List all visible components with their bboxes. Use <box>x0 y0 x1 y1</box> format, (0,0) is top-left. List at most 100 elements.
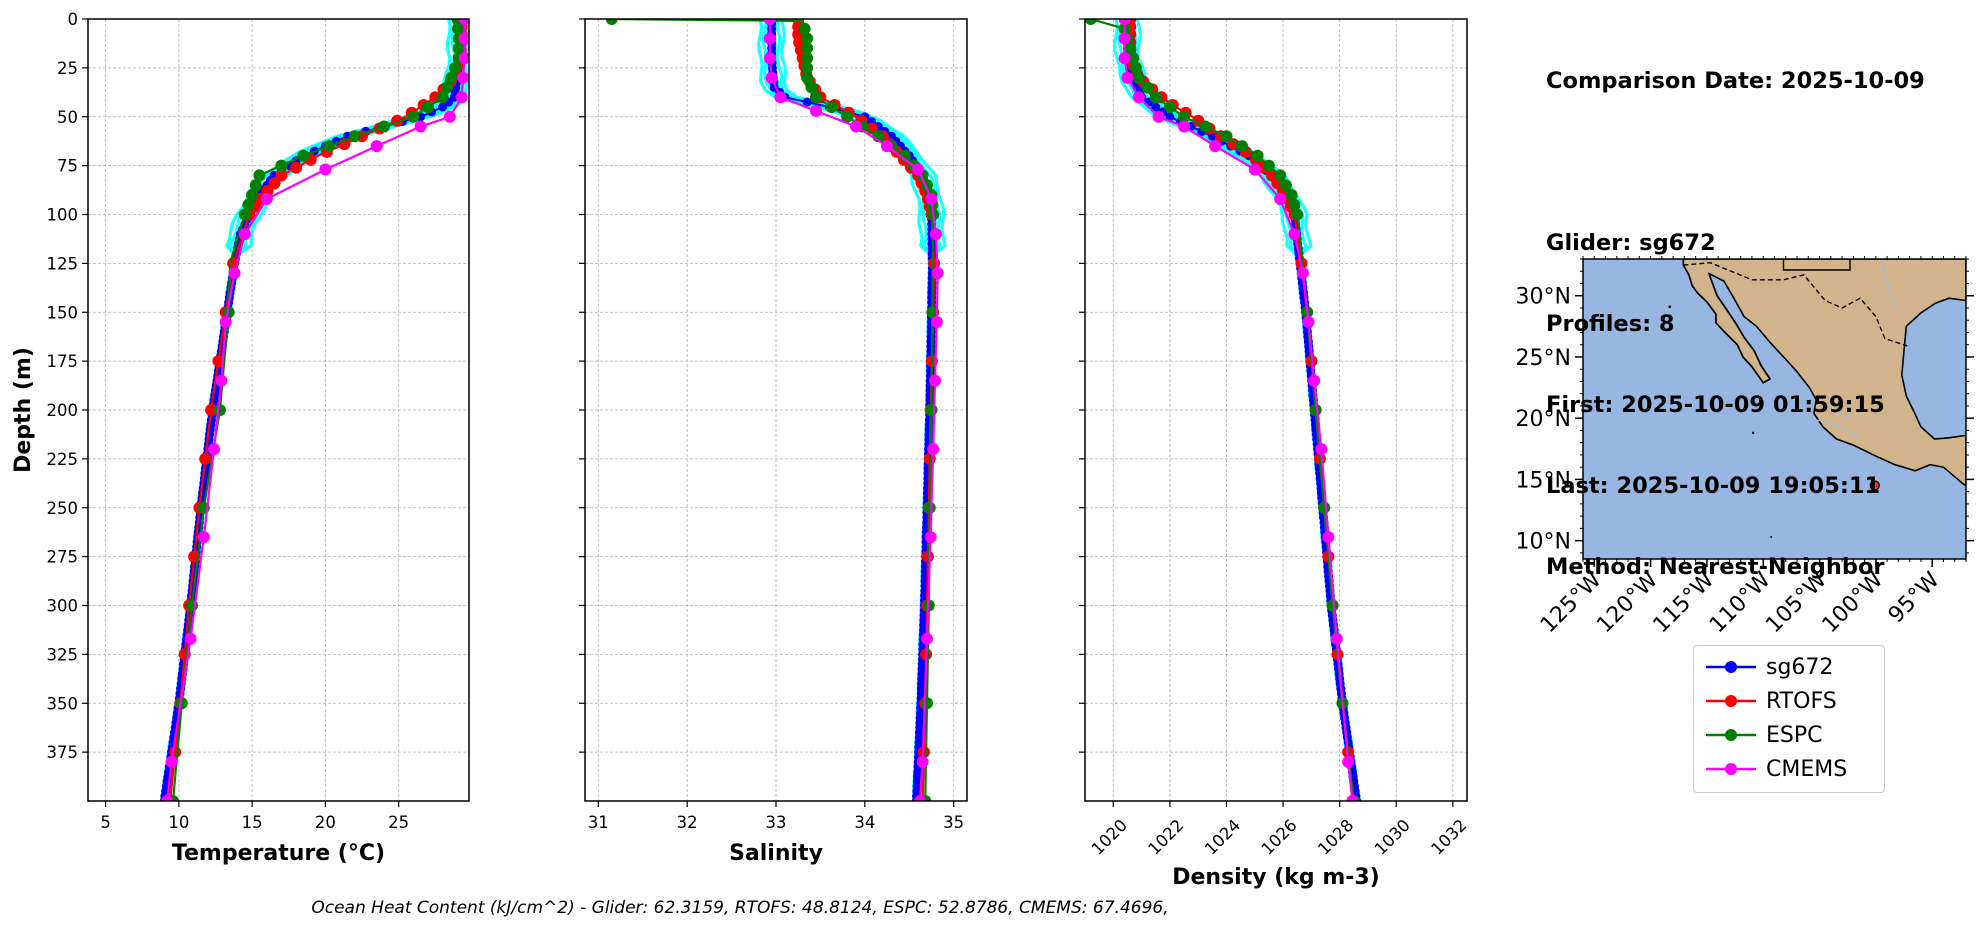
series-point-cmems <box>925 192 938 205</box>
series-point-espc <box>175 697 188 710</box>
series-point-espc <box>801 42 814 55</box>
series-point-rtofs <box>212 355 225 368</box>
method: Method: Nearest-Neighbor <box>1546 554 1885 580</box>
legend-item-sg672: sg672 <box>1694 650 1884 684</box>
x-tick-label: 20 <box>315 813 336 832</box>
series-cmems <box>1118 19 1359 801</box>
series-point-cmems <box>763 19 776 25</box>
series-cmems <box>763 19 944 801</box>
series-point-espc <box>1251 149 1264 162</box>
series-point-cmems <box>1274 192 1287 205</box>
series-point-cmems <box>1118 52 1131 65</box>
series-point-espc <box>801 61 814 74</box>
series-point-cmems <box>765 71 778 84</box>
legend-item-rtofs: RTOFS <box>1694 684 1884 718</box>
x-tick-label: 25 <box>388 813 409 832</box>
profile-panel-2: 31 32 33 34 35 Salinity <box>579 18 968 866</box>
series-point-espc <box>436 91 449 104</box>
series-point-cmems <box>913 795 926 801</box>
series-point-espc <box>1291 208 1304 221</box>
series-point-espc <box>1236 140 1248 153</box>
y-tick-label: 275 <box>47 548 79 567</box>
legend-label-cmems: CMEMS <box>1766 757 1848 782</box>
legend-swatch-espc <box>1706 729 1756 741</box>
series-point-cmems <box>215 374 228 387</box>
series-point-espc <box>1288 198 1301 211</box>
legend-label-rtofs: RTOFS <box>1766 689 1837 714</box>
series-point-cmems <box>1346 795 1359 801</box>
series-point-cmems <box>912 163 925 176</box>
series-point-espc <box>1326 599 1339 612</box>
y-tick-label: 0 <box>68 10 79 29</box>
legend-item-espc: ESPC <box>1694 718 1884 752</box>
series-point-espc <box>242 198 255 211</box>
series-point-cmems <box>810 104 822 117</box>
x-tick-label: 31 <box>588 813 609 832</box>
series-point-espc <box>238 208 251 221</box>
series-point-espc <box>825 101 838 113</box>
y-tick-label: 50 <box>57 108 78 127</box>
y-tick-label: 25 <box>57 59 78 78</box>
series-point-cmems <box>458 52 469 65</box>
series-point-cmems <box>208 443 220 456</box>
series-point-cmems <box>924 531 937 544</box>
series-point-cmems <box>1296 267 1309 280</box>
series-point-cmems <box>458 19 469 25</box>
map-border <box>1683 261 1908 347</box>
series-point-espc <box>452 42 465 55</box>
glider-location-marker <box>1869 480 1880 491</box>
series-point-cmems <box>850 120 862 133</box>
series-point-espc <box>378 120 390 133</box>
map-lat-label: 30°N <box>1516 285 1571 310</box>
series-point-espc <box>923 501 936 514</box>
legend-item-cmems: CMEMS <box>1694 752 1884 786</box>
series-point-espc <box>348 130 361 143</box>
series-point-rtofs <box>921 550 934 563</box>
series-point-espc <box>1285 189 1298 201</box>
ohc-footer: Ocean Heat Content (kJ/cm^2) - Glider: 6… <box>311 898 1169 918</box>
legend: sg672 RTOFS ESPC CMEMS <box>1693 645 1885 793</box>
profile-panel-3: 1020 1022 1024 1026 1028 1030 1032 Density (kg … <box>1079 18 1471 890</box>
series-point-cmems <box>1209 140 1222 153</box>
series-point-cmems <box>1315 443 1328 456</box>
series-point-espc <box>275 159 288 172</box>
x-tick-label: 15 <box>242 813 263 832</box>
legend-swatch-rtofs <box>1706 695 1756 707</box>
series-point-espc <box>222 306 235 319</box>
map-island <box>1751 431 1755 435</box>
y-tick-label: 250 <box>47 499 79 518</box>
series-point-espc <box>1149 91 1162 104</box>
map-island <box>1770 535 1773 538</box>
series-point-cmems <box>763 32 776 45</box>
series-point-espc <box>841 110 854 123</box>
series-point-espc <box>213 404 226 416</box>
series-point-espc <box>1141 81 1154 94</box>
series-point-espc <box>921 697 933 710</box>
profile-panel-1: 5 10 15 20 250255075100125150175200225250275… <box>11 10 470 866</box>
legend-label-espc: ESPC <box>1766 723 1823 748</box>
series-point-sg672 <box>1165 112 1175 122</box>
series-line-cmems <box>1123 19 1354 801</box>
y-tick-label: 350 <box>47 694 79 713</box>
series-point-cmems <box>414 120 427 133</box>
map-island <box>1668 305 1672 309</box>
x-tick-label: 1032 <box>1427 816 1470 859</box>
series-point-cmems <box>929 228 942 241</box>
series-point-rtofs <box>268 177 281 190</box>
series-point-espc <box>246 189 259 201</box>
series-point-espc <box>323 140 336 153</box>
x-axis-label: Density (kg m-3) <box>1172 865 1380 890</box>
y-tick-label: 375 <box>47 743 79 762</box>
series-point-cmems <box>457 71 469 84</box>
map-land-group <box>1668 259 1966 538</box>
y-tick-label: 75 <box>57 157 78 176</box>
series-point-cmems <box>197 531 210 544</box>
y-axis-label: Depth (m) <box>11 347 36 473</box>
series-point-espc <box>249 179 262 192</box>
x-tick-label: 32 <box>677 813 698 832</box>
y-tick-label: 200 <box>47 401 79 420</box>
series-point-rtofs <box>290 161 303 174</box>
series-espc <box>167 19 465 801</box>
series-point-sg672 <box>802 97 812 107</box>
series-point-cmems <box>927 443 940 456</box>
